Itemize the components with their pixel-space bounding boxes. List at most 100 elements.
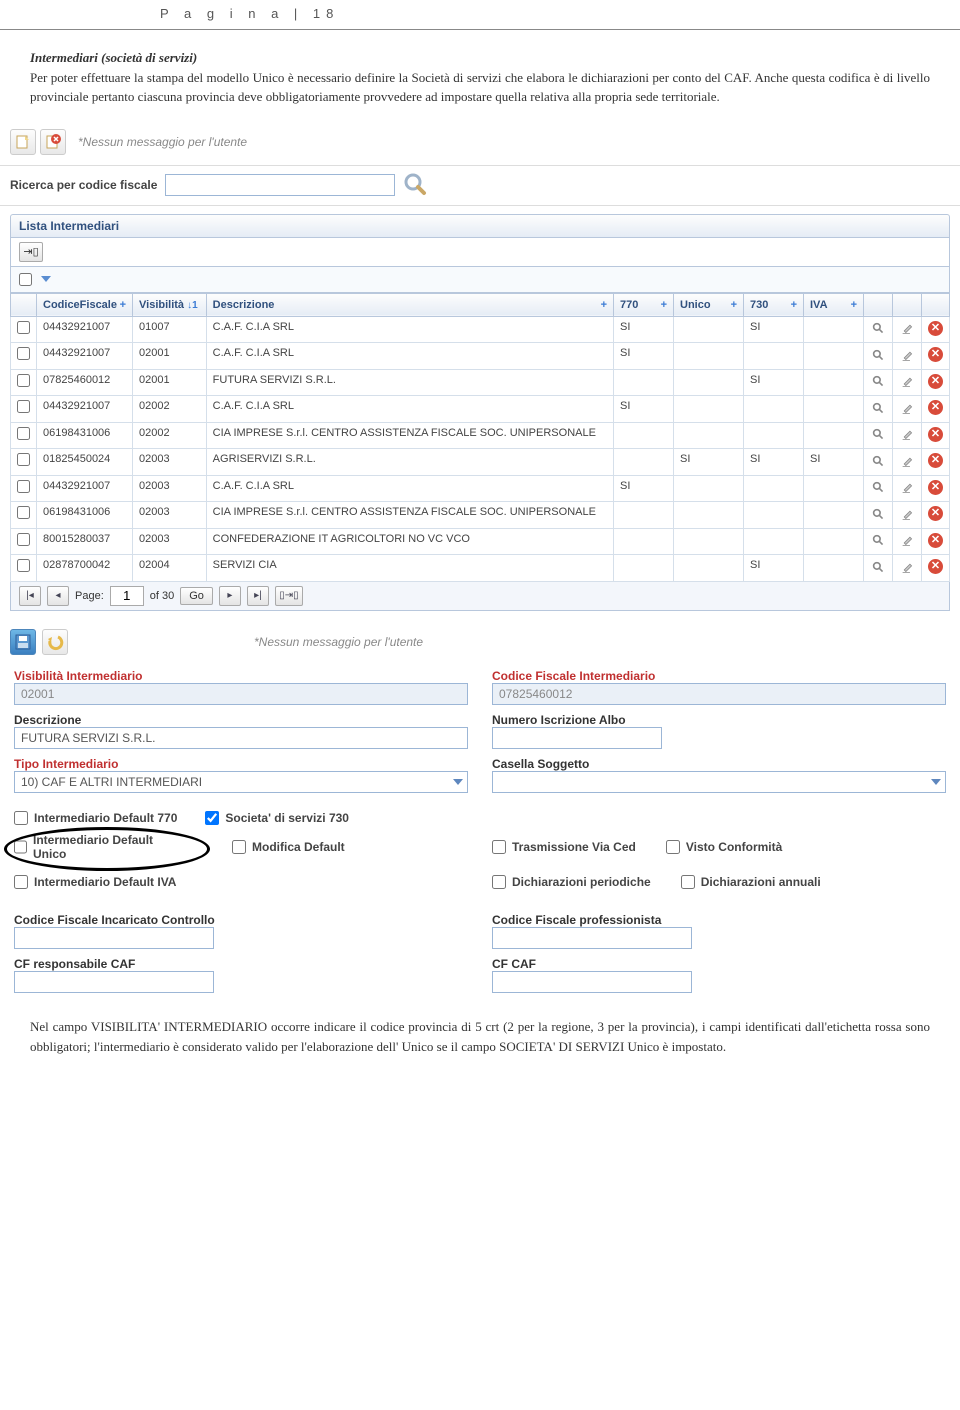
chk-periodiche[interactable]: Dichiarazioni periodiche: [492, 875, 651, 889]
row-checkbox[interactable]: [17, 427, 30, 440]
select-tipo[interactable]: 10) CAF E ALTRI INTERMEDIARI: [14, 771, 468, 793]
delete-row-icon[interactable]: ✕: [928, 506, 943, 521]
view-icon[interactable]: [870, 321, 886, 337]
row-checkbox[interactable]: [17, 321, 30, 334]
input-cf-intermediario[interactable]: [492, 683, 946, 705]
export-icon[interactable]: ⇥▯: [19, 242, 43, 262]
input-cf-incaricato[interactable]: [14, 927, 214, 949]
edit-icon[interactable]: [899, 374, 915, 390]
row-checkbox[interactable]: [17, 533, 30, 546]
delete-row-icon[interactable]: ✕: [928, 533, 943, 548]
delete-row-icon[interactable]: ✕: [928, 321, 943, 336]
edit-icon[interactable]: [899, 427, 915, 443]
col-cf[interactable]: CodiceFiscale +: [37, 293, 133, 316]
delete-icon[interactable]: [40, 129, 66, 155]
delete-row-icon[interactable]: ✕: [928, 480, 943, 495]
page-input[interactable]: [110, 586, 144, 606]
view-icon[interactable]: [870, 374, 886, 390]
table-row[interactable]: 06198431006 02002 CIA IMPRESE S.r.l. CEN…: [11, 422, 950, 449]
cell-unico: SI: [674, 449, 744, 476]
chk-730[interactable]: Societa' di servizi 730: [205, 811, 349, 825]
view-icon[interactable]: [870, 400, 886, 416]
next-page-icon[interactable]: ▸: [219, 586, 241, 606]
view-icon[interactable]: [870, 453, 886, 469]
cell-cf: 04432921007: [37, 396, 133, 423]
chk-iva[interactable]: Intermediario Default IVA: [14, 875, 468, 889]
refresh-icon[interactable]: ▯⇥▯: [275, 586, 303, 606]
first-page-icon[interactable]: |◂: [19, 586, 41, 606]
filter-dropdown-icon[interactable]: [41, 276, 51, 282]
go-button[interactable]: Go: [180, 587, 213, 605]
delete-row-icon[interactable]: ✕: [928, 347, 943, 362]
row-checkbox[interactable]: [17, 374, 30, 387]
view-icon[interactable]: [870, 347, 886, 363]
new-icon[interactable]: [10, 129, 36, 155]
row-checkbox[interactable]: [17, 559, 30, 572]
filter-row: [10, 267, 950, 293]
table-row[interactable]: 04432921007 02003 C.A.F. C.I.A SRL SI ✕: [11, 475, 950, 502]
col-vis[interactable]: Visibilità ↓1: [133, 293, 207, 316]
cell-desc: CIA IMPRESE S.r.l. CENTRO ASSISTENZA FIS…: [206, 502, 613, 529]
delete-row-icon[interactable]: ✕: [928, 400, 943, 415]
col-730[interactable]: 730 +: [744, 293, 804, 316]
table-row[interactable]: 80015280037 02003 CONFEDERAZIONE IT AGRI…: [11, 528, 950, 555]
table-row[interactable]: 07825460012 02001 FUTURA SERVIZI S.R.L. …: [11, 369, 950, 396]
table-row[interactable]: 04432921007 02002 C.A.F. C.I.A SRL SI ✕: [11, 396, 950, 423]
search-input[interactable]: [165, 174, 395, 196]
panel-tools: ⇥▯: [10, 238, 950, 267]
col-desc[interactable]: Descrizione +: [206, 293, 613, 316]
col-iva[interactable]: IVA +: [804, 293, 864, 316]
view-icon[interactable]: [870, 480, 886, 496]
msg-none-2: *Nessun messaggio per l'utente: [254, 635, 423, 649]
save-icon[interactable]: [10, 629, 36, 655]
row-checkbox[interactable]: [17, 506, 30, 519]
edit-icon[interactable]: [899, 480, 915, 496]
chk-unico[interactable]: Intermediario Default Unico: [14, 833, 174, 862]
edit-icon[interactable]: [899, 321, 915, 337]
chk-770[interactable]: Intermediario Default 770: [14, 811, 177, 825]
table-row[interactable]: 01825450024 02003 AGRISERVIZI S.R.L. SI …: [11, 449, 950, 476]
col-770[interactable]: 770 +: [614, 293, 674, 316]
input-descrizione[interactable]: [14, 727, 468, 749]
select-casella[interactable]: [492, 771, 946, 793]
table-row[interactable]: 04432921007 01007 C.A.F. C.I.A SRL SI SI…: [11, 316, 950, 343]
row-checkbox[interactable]: [17, 480, 30, 493]
view-icon[interactable]: [870, 427, 886, 443]
table-row[interactable]: 04432921007 02001 C.A.F. C.I.A SRL SI ✕: [11, 343, 950, 370]
delete-row-icon[interactable]: ✕: [928, 453, 943, 468]
table-row[interactable]: 06198431006 02003 CIA IMPRESE S.r.l. CEN…: [11, 502, 950, 529]
cell-770: [614, 502, 674, 529]
edit-icon[interactable]: [899, 559, 915, 575]
delete-row-icon[interactable]: ✕: [928, 427, 943, 442]
delete-row-icon[interactable]: ✕: [928, 374, 943, 389]
view-icon[interactable]: [870, 559, 886, 575]
edit-icon[interactable]: [899, 453, 915, 469]
input-visibilita[interactable]: [14, 683, 468, 705]
edit-icon[interactable]: [899, 400, 915, 416]
label-cf-intermediario: Codice Fiscale Intermediario: [492, 663, 946, 683]
edit-icon[interactable]: [899, 533, 915, 549]
prev-page-icon[interactable]: ◂: [47, 586, 69, 606]
select-all-checkbox[interactable]: [19, 273, 32, 286]
chk-modifica[interactable]: Modifica Default: [232, 833, 345, 862]
view-icon[interactable]: [870, 506, 886, 522]
input-cf-prof[interactable]: [492, 927, 692, 949]
undo-icon[interactable]: [42, 629, 68, 655]
delete-row-icon[interactable]: ✕: [928, 559, 943, 574]
last-page-icon[interactable]: ▸|: [247, 586, 269, 606]
input-albo[interactable]: [492, 727, 662, 749]
edit-icon[interactable]: [899, 506, 915, 522]
input-cf-caf[interactable]: [492, 971, 692, 993]
row-checkbox[interactable]: [17, 453, 30, 466]
chk-visto[interactable]: Visto Conformità: [666, 833, 782, 862]
row-checkbox[interactable]: [17, 347, 30, 360]
search-icon[interactable]: [403, 172, 427, 199]
col-unico[interactable]: Unico +: [674, 293, 744, 316]
row-checkbox[interactable]: [17, 400, 30, 413]
chk-trasmissione[interactable]: Trasmissione Via Ced: [492, 833, 636, 862]
input-cf-resp[interactable]: [14, 971, 214, 993]
view-icon[interactable]: [870, 533, 886, 549]
edit-icon[interactable]: [899, 347, 915, 363]
table-row[interactable]: 02878700042 02004 SERVIZI CIA SI ✕: [11, 555, 950, 582]
chk-annuali[interactable]: Dichiarazioni annuali: [681, 875, 821, 889]
